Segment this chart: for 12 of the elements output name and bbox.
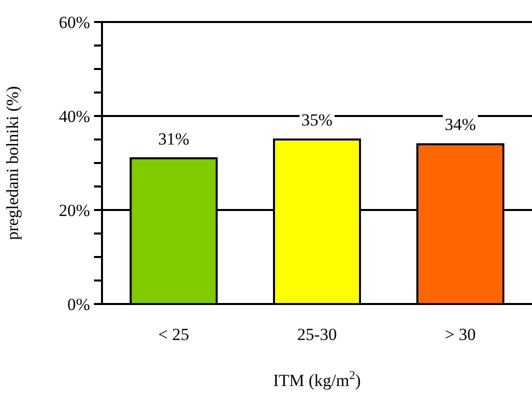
y-tick-label: 20% — [58, 200, 90, 220]
y-tick-label: 40% — [58, 106, 90, 126]
x-tick-label: 25-30 — [297, 325, 337, 344]
data-label: 31% — [158, 129, 190, 148]
data-label: 34% — [444, 115, 476, 134]
data-label: 35% — [301, 110, 333, 130]
x-tick-label: < 25 — [158, 325, 190, 344]
x-tick-label: > 30 — [444, 325, 476, 344]
y-tick-label: 0% — [67, 294, 90, 314]
x-axis-title: ITM (kg/m$^{2}$) — [273, 368, 361, 390]
y-axis-title: pregledani bolniki (%) — [3, 86, 22, 240]
y-tick-label: 60% — [58, 12, 90, 32]
